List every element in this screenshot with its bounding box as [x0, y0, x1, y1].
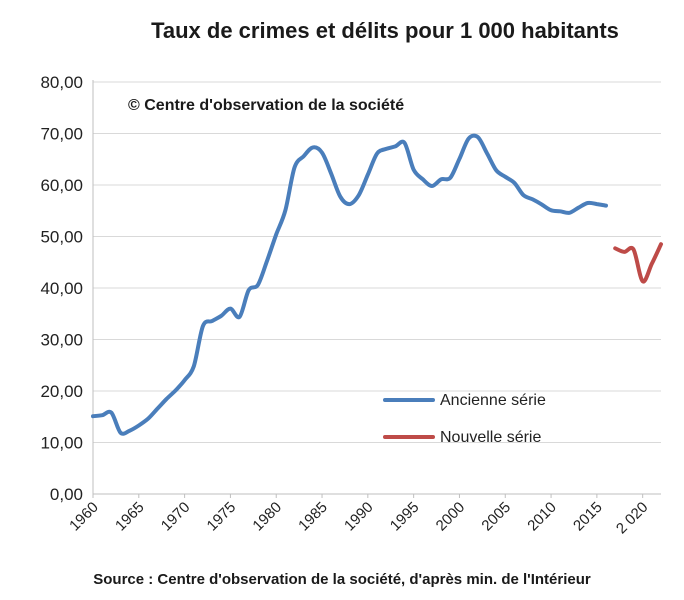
series-line-nouvelle-serie — [613, 242, 663, 284]
y-tick-label: 20,00 — [40, 382, 83, 401]
legend-label-ancienne-serie: Ancienne série — [440, 392, 546, 409]
y-tick-label: 80,00 — [40, 73, 83, 92]
chart-title: Taux de crimes et délits pour 1 000 habi… — [151, 18, 619, 43]
y-tick-label: 10,00 — [40, 434, 83, 453]
y-tick-label: 0,00 — [50, 485, 83, 504]
source-note: Source : Centre d'observation de la soci… — [93, 571, 591, 588]
x-tick-label: 1990 — [341, 499, 377, 535]
x-axis-tick-labels: 1960 1965 1970 1975 1980 1985 1990 1995 2000 2005… — [66, 499, 651, 538]
x-tick-label: 1960 — [66, 499, 102, 535]
x-tick-label: 2005 — [478, 499, 514, 535]
gridlines — [93, 81, 661, 443]
series-lines — [91, 133, 663, 436]
y-tick-label: 50,00 — [40, 228, 83, 247]
x-tick-label: 2015 — [570, 499, 606, 535]
x-tick-label: 2000 — [433, 499, 469, 535]
x-tick-label: 1970 — [158, 499, 194, 535]
x-tick-label: 2010 — [524, 499, 560, 535]
x-tick-label: 2 020 — [613, 499, 652, 538]
x-tick-label: 1995 — [387, 499, 423, 535]
x-tick-label: 1980 — [249, 499, 285, 535]
copyright-annotation: © Centre d'observation de la société — [128, 97, 405, 114]
x-tick-label: 1985 — [295, 499, 331, 535]
y-tick-label: 60,00 — [40, 176, 83, 195]
legend: Ancienne série Nouvelle série — [383, 392, 546, 446]
x-tick-label: 1975 — [204, 499, 240, 535]
y-tick-label: 40,00 — [40, 279, 83, 298]
y-tick-label: 30,00 — [40, 331, 83, 350]
x-tick-label: 1965 — [112, 499, 148, 535]
legend-label-nouvelle-serie: Nouvelle série — [440, 429, 541, 446]
series-line-ancienne-serie — [91, 133, 608, 436]
y-axis-tick-labels: 0,00 10,00 20,00 30,00 40,00 50,00 60,00 70,00 8… — [40, 73, 83, 504]
y-tick-label: 70,00 — [40, 125, 83, 144]
axes — [92, 80, 661, 498]
